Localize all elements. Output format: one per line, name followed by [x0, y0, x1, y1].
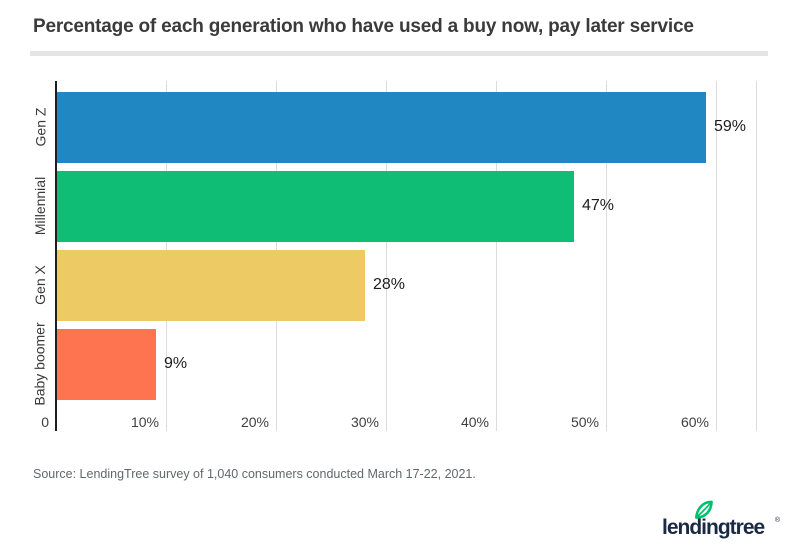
x-tick-label: 0: [41, 414, 49, 430]
lendingtree-logo: lendingtree ®: [662, 499, 780, 544]
category-label: Gen Z: [32, 107, 48, 147]
gridline-60: [716, 81, 717, 431]
chart-title: Percentage of each generation who have u…: [33, 16, 694, 37]
x-tick-label: 40%: [460, 414, 489, 430]
x-tick-label: 60%: [680, 414, 709, 430]
category-label-wrap: Baby boomer: [28, 322, 52, 405]
source-note: Source: LendingTree survey of 1,040 cons…: [33, 467, 476, 481]
x-tick-label: 30%: [350, 414, 379, 430]
gridline-50: [606, 81, 607, 431]
bar-row: 47%: [57, 170, 615, 242]
category-label: Gen X: [32, 265, 49, 305]
category-label-wrap: Gen X: [28, 250, 52, 321]
bar-row: 28%: [57, 249, 406, 321]
x-tick-label: 10%: [130, 414, 159, 430]
leaf-icon: [694, 499, 713, 525]
gridline-40: [496, 81, 497, 431]
x-tick-label: 50%: [570, 414, 599, 430]
bar-millennial: [57, 170, 574, 242]
category-label: Millennial: [32, 176, 49, 236]
bar-value-label: 59%: [714, 118, 747, 135]
registered-trademark-symbol: ®: [774, 517, 780, 524]
bar-row: 9%: [57, 328, 188, 400]
bar-gen-x: [57, 249, 365, 321]
bar-value-label: 9%: [164, 355, 188, 372]
bar-row: 59%: [57, 91, 747, 163]
category-label-wrap: Millennial: [28, 171, 52, 242]
logo-wordmark: lendingtree: [662, 516, 765, 539]
category-label: Baby boomer: [32, 322, 48, 406]
x-tick-label: 20%: [240, 414, 269, 430]
plot-area: 59% 47% 28% 9%: [55, 81, 757, 431]
bar-value-label: 28%: [373, 276, 406, 293]
title-divider: [30, 51, 768, 56]
category-label-wrap: Gen Z: [28, 92, 52, 163]
bar-gen-z: [57, 91, 706, 163]
bar-value-label: 47%: [582, 197, 615, 214]
bar-baby-boomer: [57, 328, 156, 400]
gridline-30: [386, 81, 387, 431]
